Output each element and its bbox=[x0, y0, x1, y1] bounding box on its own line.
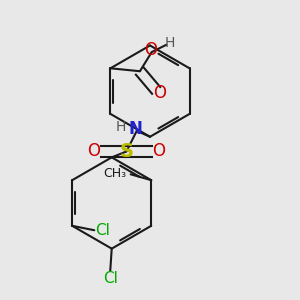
Text: Cl: Cl bbox=[95, 223, 110, 238]
Text: H: H bbox=[116, 120, 126, 134]
Text: O: O bbox=[144, 41, 157, 59]
Text: O: O bbox=[152, 142, 165, 160]
Text: N: N bbox=[128, 120, 142, 138]
Text: Cl: Cl bbox=[103, 271, 118, 286]
Text: O: O bbox=[153, 84, 166, 102]
Text: O: O bbox=[88, 142, 100, 160]
Text: CH₃: CH₃ bbox=[103, 167, 126, 180]
Text: H: H bbox=[165, 36, 175, 50]
Text: S: S bbox=[119, 142, 134, 161]
